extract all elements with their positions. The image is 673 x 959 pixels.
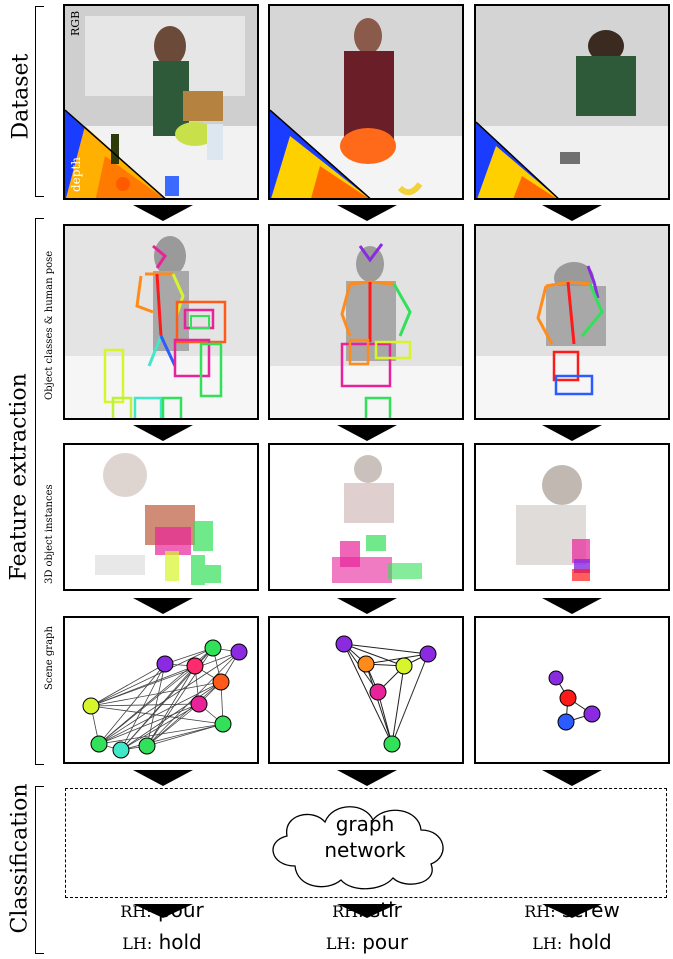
arrow-pose-2 bbox=[337, 425, 397, 441]
objects3d-render-2 bbox=[270, 445, 462, 589]
dataset-image-3 bbox=[474, 4, 670, 200]
scene-graph-svg-1 bbox=[82, 639, 248, 759]
result-1-rh: RH: pour bbox=[120, 898, 204, 922]
arrow-class-1 bbox=[133, 904, 193, 918]
arrow-graph-1 bbox=[133, 770, 193, 786]
cloud-shape bbox=[272, 806, 444, 890]
arrow-3d-1 bbox=[133, 598, 193, 614]
scene-graph-svg-3 bbox=[548, 670, 601, 731]
objects3d-image-3 bbox=[474, 443, 670, 591]
feature-extraction-bracket bbox=[35, 218, 44, 765]
classifier-text-1: graph bbox=[335, 812, 395, 836]
pose-image-1 bbox=[63, 224, 259, 420]
rgb-label: RGB bbox=[69, 10, 82, 36]
classification-label: Classification bbox=[7, 783, 33, 934]
dataset-scene-3 bbox=[476, 6, 668, 198]
objects3d-render-1 bbox=[65, 445, 257, 589]
row-label-scene-graph: Scene graph bbox=[44, 626, 55, 690]
result-3-rh: RH: screw bbox=[524, 898, 620, 922]
scene-graph-2 bbox=[268, 616, 464, 764]
arrow-dataset-2 bbox=[337, 205, 397, 221]
objects3d-image-1 bbox=[63, 443, 259, 591]
scene-graph-1 bbox=[63, 616, 259, 764]
arrow-graph-2 bbox=[337, 770, 397, 786]
dataset-image-1: RGB depth bbox=[63, 4, 259, 200]
dataset-scene-2 bbox=[270, 6, 462, 198]
row-label-3d: 3D object instances bbox=[44, 484, 55, 584]
arrow-dataset-3 bbox=[542, 205, 602, 221]
scene-graph-3 bbox=[474, 616, 670, 764]
dataset-bracket bbox=[35, 6, 44, 197]
result-1-lh: LH: hold bbox=[122, 930, 202, 954]
arrow-class-3 bbox=[542, 904, 602, 918]
classification-bracket bbox=[35, 786, 44, 954]
arrow-dataset-1 bbox=[133, 205, 193, 221]
result-2-rh: RH: stir bbox=[332, 898, 402, 922]
pose-image-2 bbox=[268, 224, 464, 420]
dataset-scene-1 bbox=[65, 6, 257, 198]
arrow-pose-1 bbox=[133, 425, 193, 441]
result-1: RH: pour LH: hold bbox=[92, 895, 232, 959]
pose-overlay-1 bbox=[65, 226, 257, 418]
dataset-image-2 bbox=[268, 4, 464, 200]
objects3d-render-3 bbox=[476, 445, 668, 589]
dataset-label: Dataset bbox=[8, 53, 34, 140]
arrow-graph-3 bbox=[542, 770, 602, 786]
result-3-lh: LH: hold bbox=[532, 930, 612, 954]
pose-image-3 bbox=[474, 224, 670, 420]
pose-overlay-3 bbox=[476, 226, 668, 418]
classifier-text-2: network bbox=[324, 838, 406, 862]
classification-box bbox=[65, 788, 667, 898]
pose-overlay-2 bbox=[270, 226, 462, 418]
arrow-3d-3 bbox=[542, 598, 602, 614]
scene-graph-svg-2 bbox=[335, 635, 437, 753]
arrow-3d-2 bbox=[337, 598, 397, 614]
feature-extraction-label: Feature extraction bbox=[6, 373, 32, 581]
arrow-class-2 bbox=[337, 904, 397, 918]
objects3d-image-2 bbox=[268, 443, 464, 591]
result-2-lh: LH: pour bbox=[325, 930, 409, 954]
row-label-pose: Object classes & human pose bbox=[44, 250, 55, 400]
arrow-pose-3 bbox=[542, 425, 602, 441]
depth-label: depth bbox=[69, 156, 83, 192]
result-3: RH: screw LH: hold bbox=[502, 895, 642, 959]
result-2: RH: stir LH: pour bbox=[297, 895, 437, 959]
